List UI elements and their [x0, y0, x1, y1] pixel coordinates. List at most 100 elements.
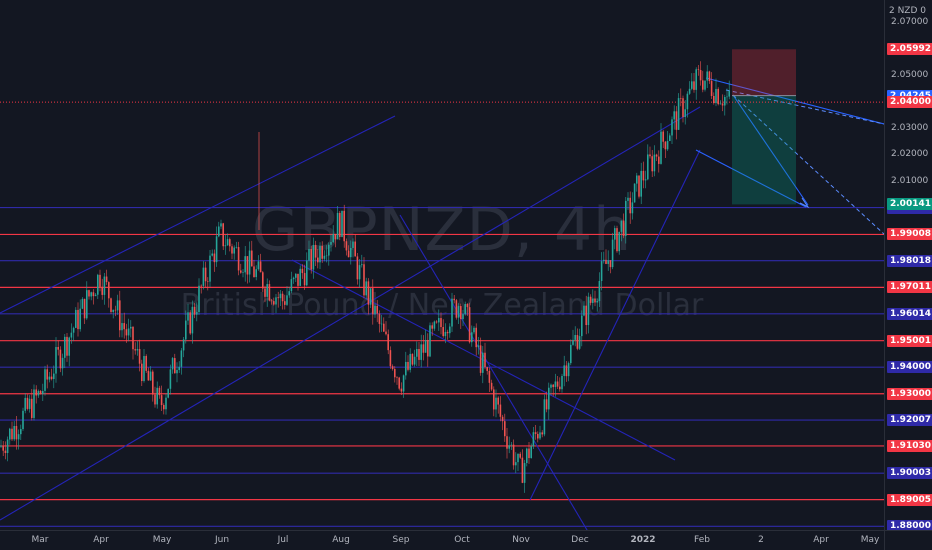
candle-body [88, 290, 90, 297]
candle-body [246, 256, 249, 275]
candle-body [576, 335, 579, 349]
candle-body [141, 363, 143, 382]
candle-body [394, 369, 396, 378]
candle-body [587, 296, 590, 326]
candle-body [242, 272, 244, 273]
candle-body [75, 309, 77, 328]
candle-body [248, 250, 251, 275]
candle-body [482, 352, 484, 373]
candle-body [105, 276, 108, 283]
candle-body [664, 141, 667, 150]
candle-body [391, 366, 394, 370]
candle-body [299, 268, 301, 286]
candle-body [400, 388, 403, 392]
candle-body [39, 390, 42, 395]
level-price-tag: 1.92007 [887, 414, 932, 427]
candle-body [279, 293, 282, 299]
candle-body [653, 154, 656, 172]
candle-body [114, 309, 117, 311]
candle-body [625, 200, 627, 236]
candle-body [108, 282, 110, 299]
candle-body [488, 370, 491, 383]
candle-body [169, 369, 172, 389]
candle-body [411, 353, 414, 365]
candle-body [457, 306, 460, 318]
candle-body [200, 285, 202, 287]
time-tick-label: Jun [214, 535, 230, 545]
level-price-tag: 1.93000 [887, 387, 932, 400]
candle-body [697, 69, 700, 71]
candle-body [440, 318, 442, 328]
candle-body [187, 312, 189, 321]
time-tick-label: May [860, 535, 880, 545]
candle-body [147, 370, 150, 381]
candle-body [211, 253, 213, 256]
candle-body [662, 131, 664, 142]
candle-body [504, 421, 506, 437]
candle-body [235, 247, 238, 248]
candle-body [506, 436, 508, 449]
candle-body [429, 325, 431, 357]
candle-body [592, 298, 594, 303]
candle-body [671, 119, 673, 136]
candle-body [724, 97, 726, 106]
candle-body [336, 212, 339, 240]
stop-price-tag: 2.05992 [887, 43, 932, 56]
candle-body [240, 270, 242, 273]
candle-body [649, 154, 651, 157]
candle-body [292, 277, 295, 280]
candle-body [706, 71, 708, 81]
time-tick-label: Nov [512, 535, 530, 545]
candle-body [321, 245, 323, 259]
candle-body [191, 306, 194, 334]
candle-body [640, 170, 642, 197]
candle-body [631, 202, 634, 214]
candle-body [715, 88, 717, 104]
time-axis[interactable]: Mar Apr May Jun Jul Aug Sep Oct Nov Dec 2022 Feb 2 Ap… [0, 530, 884, 550]
trend-line [695, 149, 807, 208]
price-tick-label: 2.05000 [891, 69, 929, 80]
candle-body [325, 255, 328, 257]
candle-body [72, 327, 75, 333]
candle-body [112, 309, 114, 312]
candle-body [185, 320, 187, 340]
candle-body [398, 377, 400, 389]
chart-area[interactable]: GBPNZD, 4h British Pound / New Zealand D… [0, 0, 884, 530]
candle-body [215, 236, 218, 263]
candle-body [81, 298, 84, 309]
time-tick-label: Mar [31, 535, 49, 545]
level-price-tag: 1.90003 [887, 467, 932, 480]
candle-body [581, 315, 583, 337]
candle-body [332, 234, 334, 242]
candle-body [209, 255, 211, 282]
candle-body [13, 426, 15, 440]
candle-body [396, 377, 398, 378]
candle-body [24, 397, 26, 411]
candle-body [314, 244, 317, 258]
candle-body [633, 183, 636, 203]
candle-body [438, 318, 440, 323]
candle-body [620, 220, 623, 232]
price-axis[interactable]: 2 NZD 0 2.07000 2.05000 2.03000 2.02000 2.01… [884, 0, 932, 533]
candle-body [204, 267, 207, 282]
time-tick-label: Dec [571, 535, 589, 545]
candle-body [319, 245, 321, 263]
candle-body [636, 175, 638, 184]
price-chart[interactable] [0, 0, 884, 530]
candle-body [515, 462, 517, 466]
candle-body [193, 306, 196, 315]
candle-body [323, 255, 326, 259]
candle-body [4, 450, 7, 453]
time-tick-label: Apr [813, 535, 829, 545]
candle-body [11, 428, 13, 440]
candle-body [607, 260, 609, 264]
candle-body [526, 448, 528, 464]
candle-body [64, 336, 66, 358]
candle-body [596, 300, 598, 303]
candle-body [121, 323, 123, 331]
candle-body [154, 394, 156, 405]
candle-body [130, 326, 132, 329]
candle-body [495, 397, 497, 410]
candle-body [376, 305, 378, 314]
candle-body [178, 366, 180, 371]
